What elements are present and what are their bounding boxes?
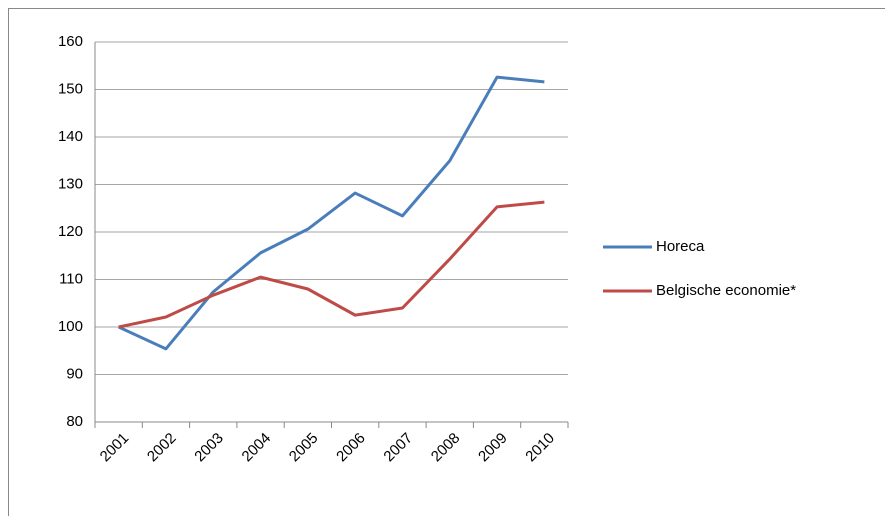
y-tick-label: 110 bbox=[59, 270, 83, 287]
y-tick-label: 90 bbox=[66, 365, 83, 382]
y-tick-label: 140 bbox=[58, 128, 83, 145]
data-line bbox=[118, 200, 545, 329]
legend-label: Belgische economie* bbox=[656, 282, 796, 299]
x-tick-label: 2001 bbox=[97, 430, 133, 466]
x-tick-label: 2006 bbox=[333, 430, 369, 466]
x-tick-label: 2004 bbox=[239, 430, 275, 466]
y-tick-label: 80 bbox=[66, 413, 83, 430]
y-tick-label: 100 bbox=[58, 318, 83, 335]
legend-label: Horeca bbox=[656, 238, 705, 255]
x-tick-label: 2007 bbox=[380, 430, 416, 466]
x-tick-label: 2005 bbox=[286, 430, 322, 466]
y-tick-label: 160 bbox=[58, 33, 83, 50]
chart-border bbox=[8, 8, 885, 516]
x-tick-label: 2002 bbox=[144, 430, 180, 466]
data-line bbox=[118, 75, 545, 351]
y-tick-label: 150 bbox=[58, 80, 83, 97]
x-tick-label: 2010 bbox=[522, 430, 558, 466]
y-tick-label: 130 bbox=[58, 175, 83, 192]
x-tick-label: 2009 bbox=[475, 430, 511, 466]
x-tick-label: 2008 bbox=[428, 430, 464, 466]
y-tick-label: 120 bbox=[58, 223, 83, 240]
x-tick-label: 2003 bbox=[191, 430, 227, 466]
